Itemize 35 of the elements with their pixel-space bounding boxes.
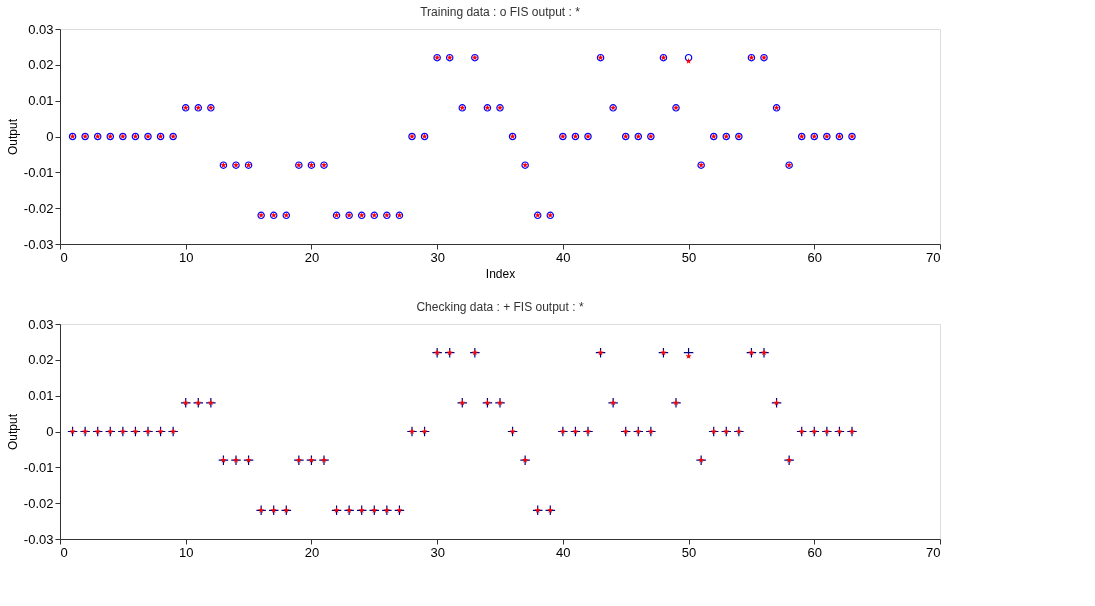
x-tick-label: 20	[304, 544, 320, 560]
x-axis-title: Index	[485, 266, 516, 281]
x-tick-label: 40	[556, 249, 571, 265]
y-axis-title: Output	[5, 118, 20, 156]
y-tick-label: -0.03	[23, 531, 54, 547]
x-tick-label: 20	[304, 249, 320, 265]
x-tick-label: 50	[681, 544, 697, 560]
y-tick-label: 0.01	[28, 93, 54, 109]
x-tick-label: 60	[807, 249, 823, 265]
y-tick-label: 0	[46, 129, 54, 144]
y-tick-label: 0.02	[28, 57, 54, 73]
y-tick-label: 0.03	[28, 316, 54, 332]
x-tick-label: 10	[178, 544, 194, 560]
x-tick-label: 40	[556, 544, 571, 560]
x-tick-label: 0	[60, 544, 68, 560]
chart-title: Training data : o FIS output : *	[420, 5, 581, 19]
x-tick-label: 70	[926, 249, 941, 265]
y-tick-label: -0.01	[23, 459, 54, 475]
x-tick-label: 50	[681, 249, 697, 265]
x-tick-label: 60	[807, 544, 823, 560]
chart-title: Checking data : + FIS output : *	[416, 300, 584, 314]
y-tick-label: 0.01	[28, 388, 54, 404]
y-tick-label: 0.03	[28, 21, 54, 37]
y-tick-label: -0.02	[23, 495, 54, 511]
y-tick-label: -0.03	[23, 236, 54, 252]
y-tick-label: -0.02	[23, 200, 54, 216]
y-tick-label: 0	[46, 424, 54, 439]
y-tick-label: -0.01	[23, 164, 54, 180]
x-tick-label: 70	[926, 544, 941, 560]
y-tick-label: 0.02	[28, 352, 54, 368]
x-tick-label: 30	[430, 249, 445, 265]
x-tick-label: 30	[430, 544, 445, 560]
y-axis-title: Output	[5, 413, 20, 451]
x-tick-label: 10	[178, 249, 194, 265]
x-tick-label: 0	[60, 249, 68, 265]
